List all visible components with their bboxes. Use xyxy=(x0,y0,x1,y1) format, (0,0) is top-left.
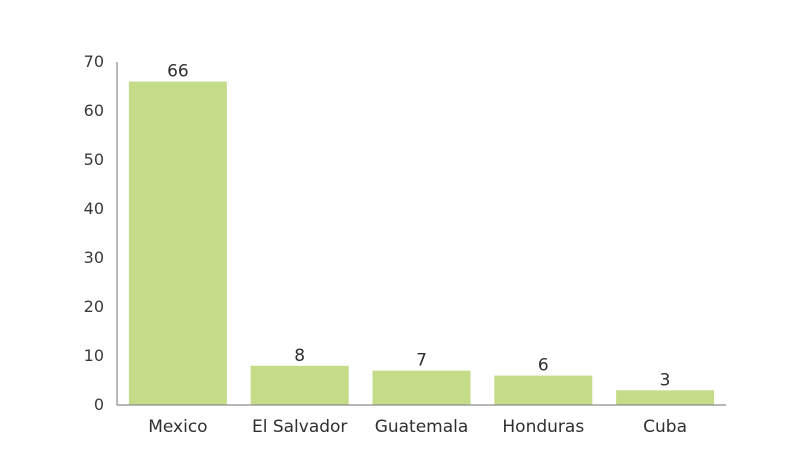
bar-value-label: 3 xyxy=(660,370,671,390)
bar xyxy=(128,81,227,405)
bars-group xyxy=(128,81,715,405)
data-labels-group: 66 8 7 6 3 xyxy=(167,62,670,391)
y-tick-label: 10 xyxy=(84,346,104,365)
y-tick-label: 0 xyxy=(94,395,104,414)
bar-value-label: 66 xyxy=(167,62,189,82)
bar xyxy=(494,375,593,405)
y-axis-ticks: 0 10 20 30 40 50 60 70 xyxy=(84,52,104,414)
y-tick-label: 70 xyxy=(84,52,104,71)
bar xyxy=(250,365,349,405)
x-axis-labels: Mexico El Salvador Guatemala Honduras Cuba xyxy=(148,417,687,437)
bar xyxy=(372,370,471,405)
bar-value-label: 7 xyxy=(416,351,427,371)
bar-value-label: 6 xyxy=(538,356,549,376)
y-tick-label: 40 xyxy=(84,199,104,218)
y-tick-label: 50 xyxy=(84,150,104,169)
x-category-label: Honduras xyxy=(502,417,584,437)
bar-value-label: 8 xyxy=(294,346,305,366)
bar xyxy=(616,390,715,405)
y-tick-label: 30 xyxy=(84,248,104,267)
x-category-label: Mexico xyxy=(148,417,207,437)
y-tick-label: 20 xyxy=(84,297,104,316)
x-category-label: El Salvador xyxy=(252,417,347,437)
x-category-label: Cuba xyxy=(643,417,687,437)
y-tick-label: 60 xyxy=(84,101,104,120)
x-category-label: Guatemala xyxy=(375,417,469,437)
